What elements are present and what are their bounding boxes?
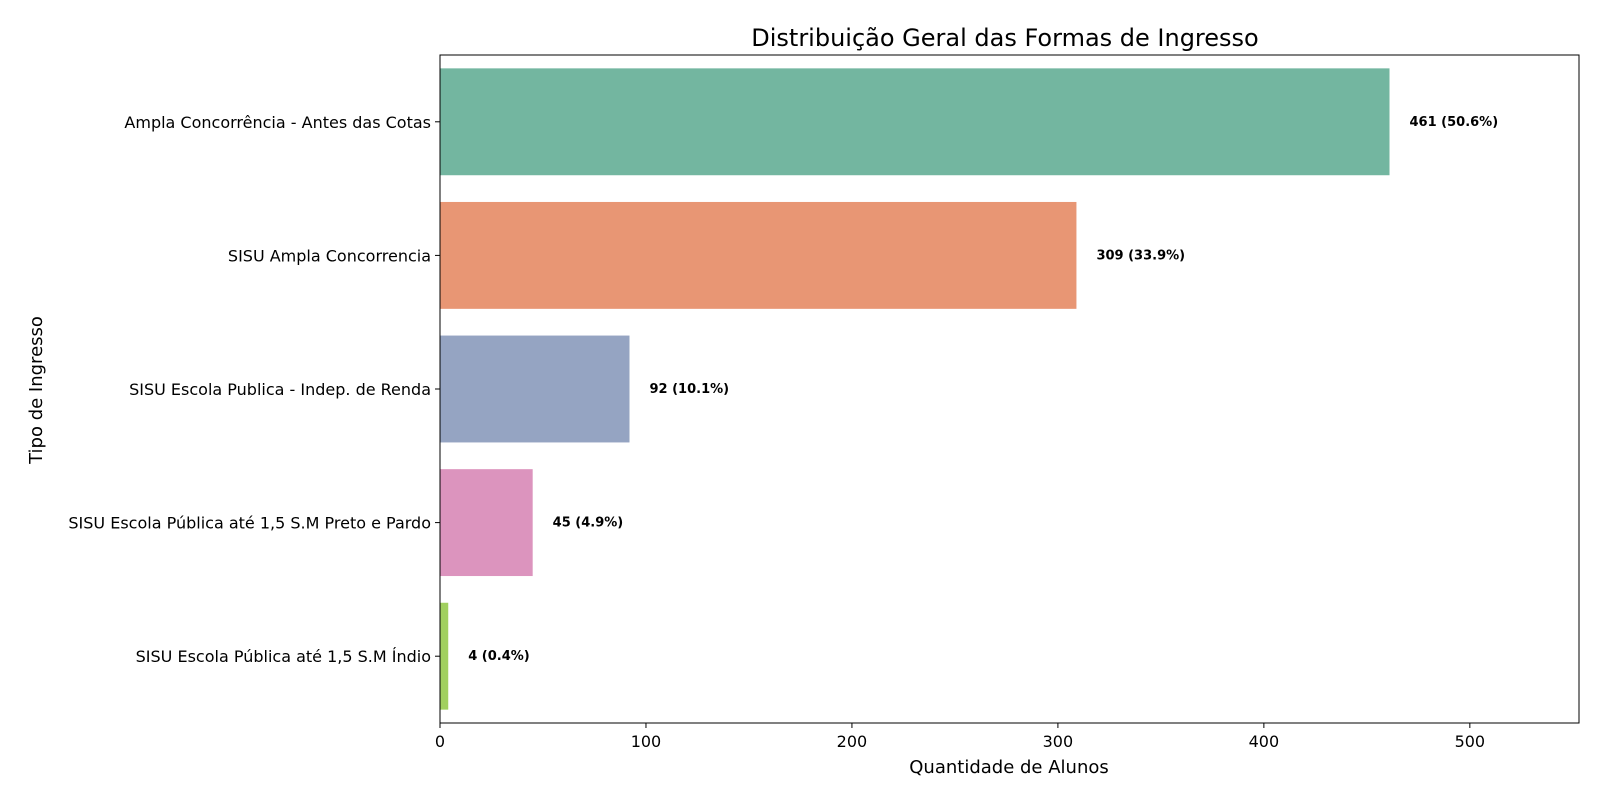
chart-title: Distribuição Geral das Formas de Ingress… (751, 24, 1258, 52)
data-label: 92 (10.1%) (649, 382, 729, 397)
plot-frame (439, 54, 1580, 724)
y-tick-label: SISU Escola Pública até 1,5 S.M Preto e … (68, 514, 431, 533)
y-tick-label: SISU Ampla Concorrencia (228, 246, 431, 265)
y-tick-label: SISU Escola Pública até 1,5 S.M Índio (136, 647, 431, 666)
data-label: 45 (4.9%) (553, 516, 624, 531)
data-label: 309 (33.9%) (1096, 248, 1185, 263)
x-tick-label: 400 (1249, 732, 1280, 751)
bars-layer (440, 68, 1390, 710)
bar (440, 201, 1077, 309)
data-label: 461 (50.6%) (1410, 115, 1499, 130)
y-axis-label: Tipo de Ingresso (26, 316, 47, 465)
x-tick-label: 200 (837, 732, 868, 751)
x-axis-label: Quantidade de Alunos (909, 757, 1109, 778)
labels-layer: 461 (50.6%) 309 (33.9%) 92 (10.1%) 45 (4.9%… (468, 115, 1498, 664)
x-tick-label: 0 (435, 732, 445, 751)
data-label: 4 (0.4%) (468, 649, 530, 664)
x-tick-label: 300 (1043, 732, 1074, 751)
bar (440, 335, 630, 443)
bar (440, 469, 533, 577)
y-tick-label: Ampla Concorrência - Antes das Cotas (124, 113, 431, 132)
ticks-layer: Ampla Concorrência - Antes das Cotas SISU… (68, 113, 1485, 751)
bar (440, 602, 449, 710)
y-tick-label: SISU Escola Publica - Indep. de Renda (129, 380, 431, 399)
x-tick-label: 100 (631, 732, 662, 751)
x-tick-label: 500 (1455, 732, 1486, 751)
bar (440, 68, 1390, 176)
